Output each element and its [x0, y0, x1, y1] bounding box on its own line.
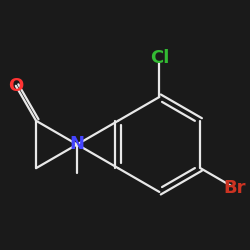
- Text: Br: Br: [223, 179, 246, 197]
- Text: Cl: Cl: [150, 49, 169, 67]
- Text: O: O: [8, 77, 24, 95]
- Text: N: N: [70, 136, 84, 154]
